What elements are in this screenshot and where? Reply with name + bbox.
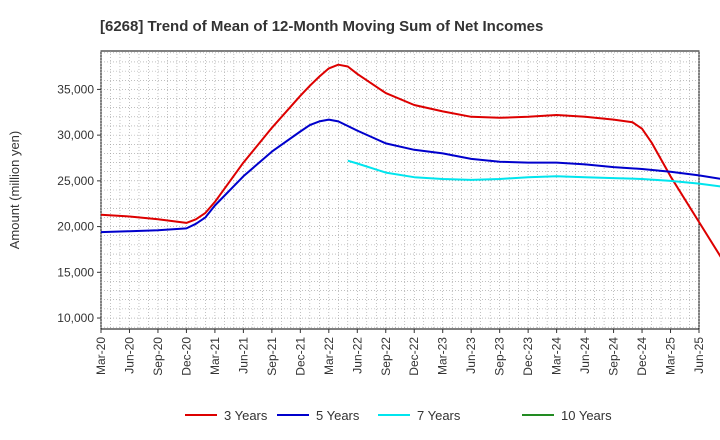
- y-axis: 10,000 15,000 20,000 25,000 30,000 35,000: [57, 82, 101, 325]
- x-tick-label: Dec-20: [179, 337, 193, 376]
- x-tick-label: Sep-23: [493, 337, 507, 376]
- x-tick-label: Dec-22: [407, 337, 421, 376]
- x-tick-label: Jun-23: [464, 337, 478, 374]
- y-tick-label: 10,000: [57, 311, 94, 325]
- chart-title: [6268] Trend of Mean of 12-Month Moving …: [100, 18, 543, 35]
- x-tick-label: Dec-23: [521, 337, 535, 376]
- legend: 3 Years 5 Years 7 Years 10 Years: [185, 408, 612, 423]
- y-tick-label: 20,000: [57, 220, 94, 234]
- x-tick-label: Jun-24: [578, 337, 592, 374]
- series-line-5-years: [100, 118, 720, 234]
- legend-label: 3 Years: [224, 408, 268, 423]
- x-tick-label: Jun-22: [350, 337, 364, 374]
- x-tick-label: Mar-22: [322, 337, 336, 375]
- x-tick-label: Jun-25: [692, 337, 706, 374]
- legend-label: 7 Years: [417, 408, 461, 423]
- x-tick-label: Sep-21: [265, 337, 279, 376]
- x-tick-label: Sep-22: [379, 337, 393, 376]
- x-tick-label: Mar-25: [664, 337, 678, 375]
- y-axis-label: Amount (million yen): [7, 131, 22, 250]
- y-tick-label: 15,000: [57, 265, 94, 279]
- x-axis: Mar-20 Jun-20 Sep-20 Dec-20 Mar-21 Jun-21 Sep-…: [94, 329, 706, 376]
- x-tick-label: Dec-21: [293, 337, 307, 376]
- series-line-7-years: [347, 159, 720, 188]
- legend-label: 10 Years: [561, 408, 612, 423]
- plot-background: [100, 50, 700, 330]
- x-tick-label: Mar-21: [208, 337, 222, 375]
- plot-area: [100, 50, 720, 330]
- y-tick-label: 25,000: [57, 174, 94, 188]
- x-tick-label: Dec-24: [635, 337, 649, 376]
- series-layer: [100, 63, 720, 258]
- x-tick-label: Jun-20: [122, 337, 136, 374]
- series-line-3-years: [100, 63, 720, 258]
- x-tick-label: Mar-23: [436, 337, 450, 375]
- y-tick-label: 30,000: [57, 128, 94, 142]
- x-tick-label: Mar-24: [550, 337, 564, 375]
- grid: [100, 51, 700, 329]
- y-tick-label: 35,000: [57, 82, 94, 96]
- legend-label: 5 Years: [316, 408, 360, 423]
- x-tick-label: Jun-21: [236, 337, 250, 374]
- x-tick-label: Sep-24: [607, 337, 621, 376]
- x-tick-label: Sep-20: [151, 337, 165, 376]
- x-tick-label: Mar-20: [94, 337, 108, 375]
